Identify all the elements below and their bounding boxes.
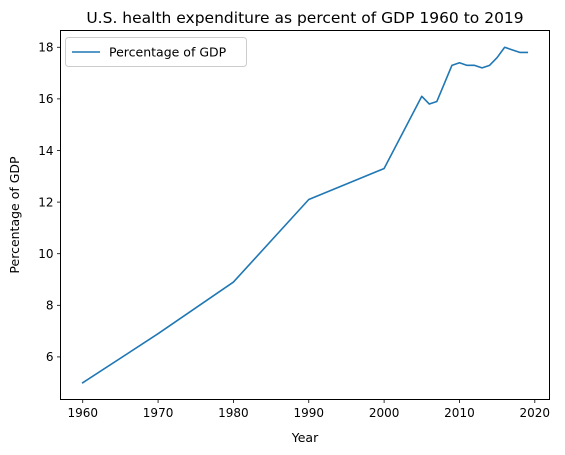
series-layer bbox=[81, 46, 529, 384]
y-axis: 6 8 10 12 14 16 18 bbox=[38, 41, 61, 364]
x-tick-label: 1980 bbox=[218, 406, 249, 420]
x-axis-label: Year bbox=[291, 430, 319, 445]
y-tick-label: 8 bbox=[46, 299, 54, 313]
chart-title: U.S. health expenditure as percent of GD… bbox=[86, 9, 523, 27]
x-tick-label: 1960 bbox=[67, 406, 98, 420]
x-tick-label: 2020 bbox=[520, 406, 551, 420]
x-tick-label: 1990 bbox=[293, 406, 324, 420]
x-tick-label: 1970 bbox=[143, 406, 174, 420]
y-axis-label: Percentage of GDP bbox=[7, 156, 22, 274]
x-tick-label: 2000 bbox=[369, 406, 400, 420]
y-tick-label: 18 bbox=[38, 41, 53, 55]
series-line bbox=[81, 46, 529, 384]
x-axis: 1960 1970 1980 1990 2000 2010 2020 bbox=[67, 399, 551, 420]
y-tick-label: 10 bbox=[38, 247, 53, 261]
x-tick-label: 2010 bbox=[444, 406, 475, 420]
plot-area-frame bbox=[60, 30, 550, 400]
y-tick-label: 14 bbox=[38, 144, 53, 158]
legend-entry-label: Percentage of GDP bbox=[109, 45, 227, 60]
y-tick-label: 16 bbox=[38, 92, 53, 106]
y-tick-label: 6 bbox=[46, 350, 54, 364]
y-tick-label: 12 bbox=[38, 195, 53, 209]
legend-box bbox=[65, 37, 247, 67]
legend: Percentage of GDP bbox=[65, 37, 247, 67]
